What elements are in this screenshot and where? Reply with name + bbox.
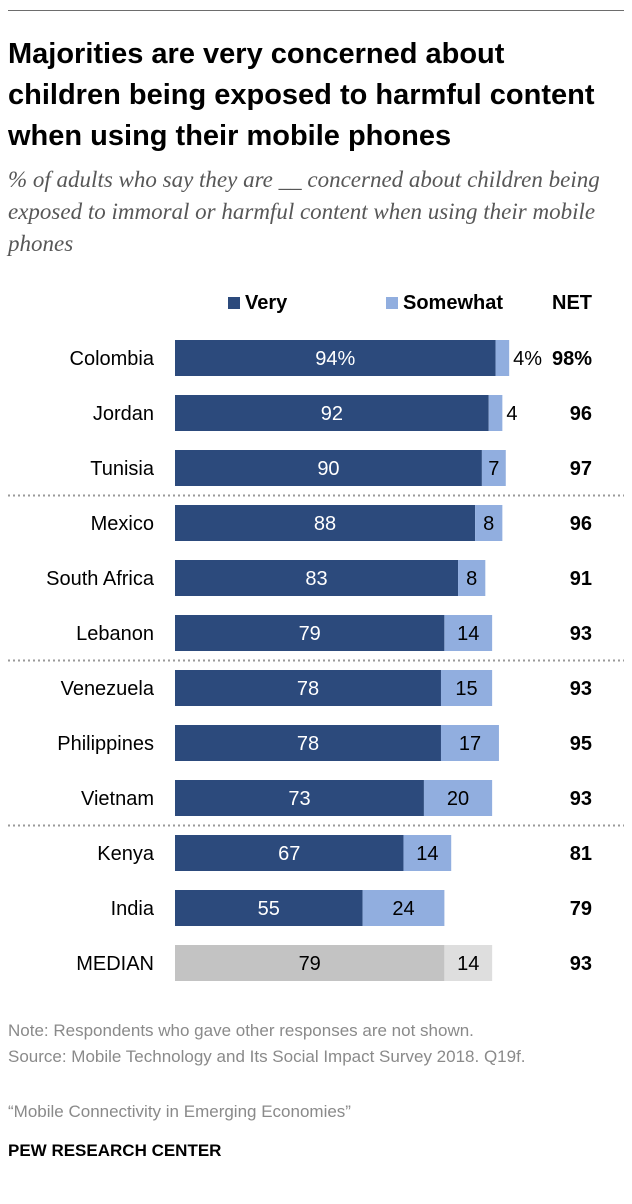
category-label: Tunisia [90,458,155,480]
category-label: Jordan [93,403,154,425]
bar-somewhat-value: 24 [392,898,414,920]
category-label: Venezuela [61,678,155,700]
bar-somewhat-value: 20 [447,788,469,810]
category-label: MEDIAN [76,953,154,975]
bar-very [175,340,496,376]
category-label: Lebanon [76,623,154,645]
category-label: Kenya [97,843,155,865]
net-value: 81 [570,843,592,865]
bar-somewhat [362,890,445,926]
bar-very [175,780,424,816]
bar-somewhat-value: 4 [506,403,517,425]
bar-very-value: 83 [305,568,327,590]
net-value: 96 [570,403,592,425]
legend-very: Very [228,290,287,316]
net-value: 95 [570,733,592,755]
top-rule [8,10,624,11]
bar-very [175,835,404,871]
bar-somewhat-value: 14 [457,623,479,645]
net-value: 79 [570,898,592,920]
bar-very-value: 78 [297,678,319,700]
bar-somewhat-value: 8 [466,568,477,590]
bar-somewhat [440,725,499,761]
bar-somewhat-value: 7 [488,458,499,480]
bar-very-value: 94% [315,348,355,370]
net-value: 91 [570,568,592,590]
bar-somewhat [423,780,493,816]
bar-very-value: 79 [299,623,321,645]
bar-very-value: 92 [321,403,343,425]
bar-very-value: 55 [258,898,280,920]
bar-very [175,615,445,651]
bar-somewhat [488,395,503,431]
footer-report: “Mobile Connectivity in Emerging Economi… [8,1102,351,1121]
bar-very [175,450,482,486]
footer-note: Note: Respondents who gave other respons… [8,1021,474,1040]
bar-somewhat [444,945,493,981]
legend-very-label: Very [245,291,288,314]
pew-logo-text: PEW RESEARCH CENTER [8,1141,222,1160]
net-value: 96 [570,513,592,535]
bar-somewhat-value: 4% [513,348,542,370]
bar-very-value: 67 [278,843,300,865]
bar-very-value: 79 [299,953,321,975]
bar-very [175,670,441,706]
bar-very [175,505,476,541]
net-value: 93 [570,788,592,810]
bar-very-value: 73 [288,788,310,810]
bar-somewhat [458,560,486,596]
bar-somewhat [444,615,493,651]
bar-somewhat [440,670,493,706]
net-value: 93 [570,678,592,700]
bar-very [175,395,489,431]
category-label: Philippines [57,733,154,755]
category-label: Vietnam [81,788,154,810]
net-value: 93 [570,953,592,975]
bar-very [175,890,363,926]
category-label: Colombia [70,348,155,370]
bar-very [175,945,445,981]
bar-very-value: 78 [297,733,319,755]
net-column-header: NET [552,292,592,314]
bar-somewhat [403,835,452,871]
bar-somewhat [481,450,506,486]
bar-very [175,725,441,761]
bar-somewhat [495,340,510,376]
legend-very-swatch [228,297,240,309]
category-label: Mexico [91,513,154,535]
chart-title: Majorities are very concerned about chil… [8,38,595,152]
net-value: 98% [552,348,592,370]
bar-very [175,560,459,596]
bar-somewhat-value: 17 [459,733,481,755]
category-label: South Africa [46,568,155,590]
net-value: 97 [570,458,592,480]
category-label: India [111,898,155,920]
bar-somewhat-value: 14 [457,953,479,975]
legend-somewhat-label: Somewhat [403,291,504,314]
footer-source: Source: Mobile Technology and Its Social… [8,1047,526,1066]
bar-very-value: 88 [314,513,336,535]
bar-very-value: 90 [317,458,339,480]
net-value: 93 [570,623,592,645]
legend-somewhat: Somewhat [386,290,503,316]
bar-somewhat-value: 8 [483,513,494,535]
chart-subtitle: % of adults who say they are __ concerne… [8,167,600,256]
bar-somewhat [475,505,503,541]
bar-somewhat-value: 14 [416,843,438,865]
bar-somewhat-value: 15 [455,678,477,700]
legend-somewhat-swatch [386,297,398,309]
